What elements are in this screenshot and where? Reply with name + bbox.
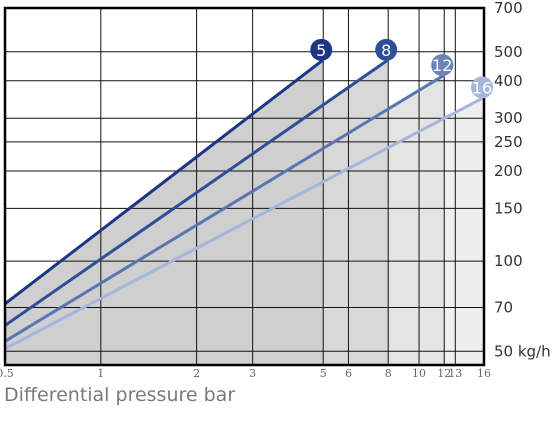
y-tick-label: 300 xyxy=(494,109,523,127)
plot-frame xyxy=(3,6,486,367)
y-tick-label: 50 kg/h xyxy=(494,342,551,360)
x-tick-label: 8 xyxy=(385,367,392,380)
y-tick-label: 200 xyxy=(494,162,523,180)
x-tick-label: 0.5 xyxy=(0,367,14,380)
series-line-8 xyxy=(4,58,390,327)
y-tick-label: 150 xyxy=(494,199,523,217)
series-line-12 xyxy=(4,73,446,343)
series-label-12: 12 xyxy=(432,56,452,75)
series-badges: 5 8 12 16 xyxy=(310,38,493,99)
x-axis-label: Differential pressure bar xyxy=(4,384,236,406)
y-tick-label: 700 xyxy=(494,0,523,17)
series-label-5: 5 xyxy=(316,41,326,60)
y-tick-labels: 50 kg/h 70 100 150 200 250 300 400 500 700 xyxy=(494,0,551,360)
series-badge-8 xyxy=(375,38,398,61)
x-tick-label: 3 xyxy=(249,367,256,380)
y-tick-label: 100 xyxy=(494,252,523,270)
series-line-16 xyxy=(4,96,485,351)
series-label-8: 8 xyxy=(381,41,391,60)
x-tick-label: 6 xyxy=(345,367,352,380)
series-lines xyxy=(4,58,485,351)
series-fill-5 xyxy=(5,59,324,365)
x-tick-label: 2 xyxy=(193,367,200,380)
series-fills xyxy=(5,59,484,366)
series-label-16: 16 xyxy=(472,78,492,97)
x-tick-label: 16 xyxy=(477,367,491,380)
x-tick-label: 10 xyxy=(412,367,426,380)
series-badge-16 xyxy=(471,76,493,99)
x-tick-label: 13 xyxy=(448,367,462,380)
series-badge-12 xyxy=(431,54,454,77)
y-tick-label: 250 xyxy=(494,133,523,151)
x-tick-label: 5 xyxy=(320,367,327,380)
y-tick-label: 70 xyxy=(494,299,513,317)
y-tick-label: 500 xyxy=(494,43,523,61)
y-tick-label: 400 xyxy=(494,72,523,90)
x-tick-label: 1 xyxy=(97,367,104,380)
x-tick-label: 12 xyxy=(437,367,451,380)
series-line-5 xyxy=(4,58,325,306)
series-badge-5 xyxy=(310,38,333,61)
